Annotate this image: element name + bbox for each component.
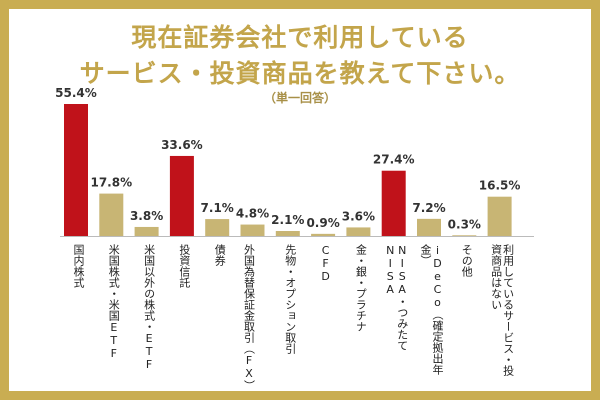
category-label-11: iDeCo（確定拠出年金）	[419, 244, 444, 375]
value-label-4: 33.6%	[161, 138, 203, 152]
value-label-1: 55.4%	[55, 86, 97, 100]
category-label-13: 利用しているサービス・投資商品はない	[489, 244, 515, 376]
bar-13	[487, 196, 512, 236]
category-label-3: 米国以外の株式・ETF	[142, 244, 156, 371]
chart-title-line2: サービス・投資商品を教えて下さい。	[79, 59, 521, 88]
bar-10	[381, 170, 406, 236]
bar-9	[346, 227, 371, 236]
value-label-2: 17.8%	[90, 176, 132, 190]
category-label-9: 金・銀・プラチナ	[354, 244, 368, 332]
bar-2	[99, 193, 124, 236]
category-label-8: CFD	[319, 244, 333, 283]
category-label-5: 債券	[213, 244, 227, 266]
bar-6	[240, 224, 265, 236]
value-label-7: 2.1%	[271, 213, 304, 227]
value-label-5: 7.1%	[201, 201, 234, 215]
category-label-12: その他	[460, 244, 474, 277]
value-label-11: 7.2%	[412, 201, 445, 215]
chart-title-line1: 現在証券会社で利用している	[131, 23, 469, 52]
bar-11	[417, 218, 441, 236]
category-label-2: 米国株式・米国ETF	[107, 244, 121, 360]
value-label-3: 3.8%	[130, 209, 163, 223]
bar-4	[169, 155, 194, 236]
category-label-4: 投資信託	[177, 244, 191, 288]
bar-12	[452, 235, 477, 236]
value-label-13: 16.5%	[479, 179, 521, 193]
value-label-10: 27.4%	[373, 153, 415, 167]
bar-1	[64, 104, 88, 236]
value-label-6: 4.8%	[236, 207, 269, 221]
chart-subtitle: （単一回答）	[263, 91, 336, 105]
value-label-9: 3.6%	[342, 209, 375, 223]
category-label-7: 先物・オプション取引	[283, 244, 297, 354]
value-label-8: 0.9%	[306, 216, 339, 230]
category-label-10: NISA・つみたてNISA	[383, 244, 409, 351]
category-label-6: 外国為替保証金取引（FX）	[242, 244, 256, 391]
category-label-1: 国内株式	[72, 244, 85, 288]
bar-7	[275, 230, 300, 236]
bar-8	[311, 233, 336, 236]
value-label-12: 0.3%	[448, 217, 481, 231]
bar-5	[205, 219, 230, 236]
bar-3	[134, 226, 159, 236]
